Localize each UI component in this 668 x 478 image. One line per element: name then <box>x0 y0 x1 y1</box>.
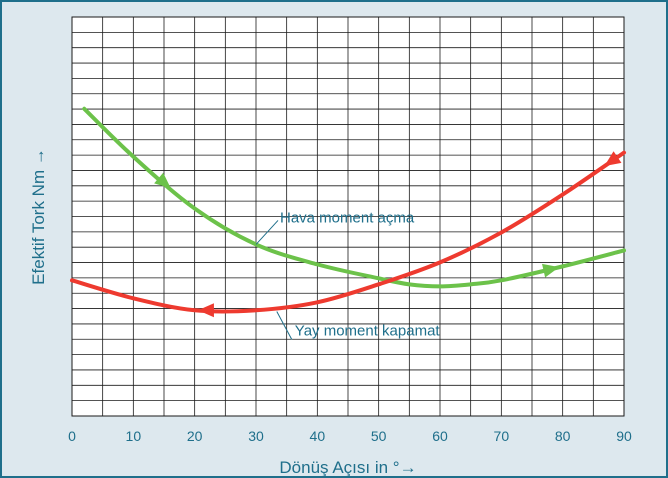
direction-arrow <box>604 151 622 167</box>
annotation-leaders <box>255 220 293 340</box>
x-axis-label: Dönüş Açısı in °→ <box>279 458 416 476</box>
annotation-air-torque: Hava moment açma <box>280 209 415 226</box>
leader-line <box>276 311 293 340</box>
series-lines <box>70 106 626 314</box>
x-tick-labels: 0 10 20 30 40 50 60 70 80 90 <box>68 428 632 444</box>
direction-arrows <box>154 151 622 318</box>
y-axis-label: Efektif Tork Nm → <box>29 148 48 285</box>
x-tick-label: 60 <box>432 428 448 444</box>
annotation-spring-torque: Yay moment kapamat <box>295 322 441 339</box>
x-tick-label: 80 <box>555 428 571 444</box>
x-tick-label: 20 <box>187 428 203 444</box>
x-tick-label: 50 <box>371 428 387 444</box>
x-tick-label: 70 <box>494 428 510 444</box>
series-line <box>70 150 626 314</box>
x-tick-label: 30 <box>248 428 264 444</box>
x-tick-label: 40 <box>310 428 326 444</box>
x-tick-label: 10 <box>126 428 142 444</box>
direction-arrow <box>154 172 171 189</box>
x-tick-label: 90 <box>616 428 632 444</box>
direction-arrow <box>542 263 560 278</box>
leader-line <box>255 220 279 245</box>
x-tick-label: 0 <box>68 428 76 444</box>
direction-arrow <box>197 303 214 318</box>
